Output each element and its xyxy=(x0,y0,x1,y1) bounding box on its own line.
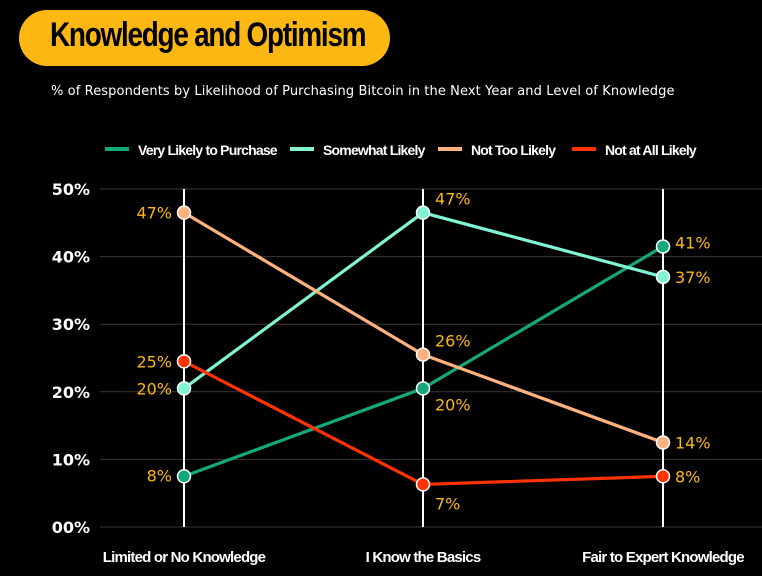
data-label: 7% xyxy=(435,494,460,513)
data-label: 41% xyxy=(675,233,711,252)
data-label: 14% xyxy=(675,434,711,453)
data-point xyxy=(415,347,431,362)
data-point xyxy=(176,469,192,484)
y-tick-label: 30% xyxy=(52,315,90,334)
data-point xyxy=(655,435,671,450)
data-label: 26% xyxy=(435,332,471,351)
data-point xyxy=(415,477,431,492)
x-tick-label: Limited or No Knowledge xyxy=(103,549,266,566)
legend-label: Very Likely to Purchase xyxy=(138,142,278,158)
y-tick-label: 50% xyxy=(52,180,90,199)
data-label: 25% xyxy=(136,352,172,371)
data-label: 20% xyxy=(136,379,172,398)
data-label: 47% xyxy=(136,204,172,223)
data-label: 20% xyxy=(435,395,471,414)
chart-subtitle: % of Respondents by Likelihood of Purcha… xyxy=(51,84,675,99)
data-point xyxy=(176,381,192,396)
data-point xyxy=(655,269,671,285)
y-tick-label: 10% xyxy=(52,450,90,469)
data-point xyxy=(415,205,431,220)
data-label: 47% xyxy=(435,190,471,209)
data-point xyxy=(176,354,192,369)
y-tick-label: 40% xyxy=(52,248,90,267)
x-tick-label: I Know the Basics xyxy=(366,549,481,566)
legend-label: Not Too Likely xyxy=(471,142,556,158)
y-tick-label: 20% xyxy=(52,383,90,402)
data-label: 8% xyxy=(147,466,172,485)
chart-title: Knowledge and Optimism xyxy=(50,16,367,54)
legend-label: Somewhat Likely xyxy=(323,142,426,158)
data-point xyxy=(655,239,671,254)
data-label: 37% xyxy=(675,268,711,287)
x-tick-label: Fair to Expert Knowledge xyxy=(582,549,744,566)
y-tick-label: 00% xyxy=(52,518,90,537)
data-label: 8% xyxy=(675,467,700,486)
title-banner xyxy=(19,10,390,66)
data-point xyxy=(415,381,431,396)
data-point xyxy=(655,469,671,484)
legend-label: Not at All Likely xyxy=(605,142,697,158)
data-point xyxy=(176,205,192,220)
